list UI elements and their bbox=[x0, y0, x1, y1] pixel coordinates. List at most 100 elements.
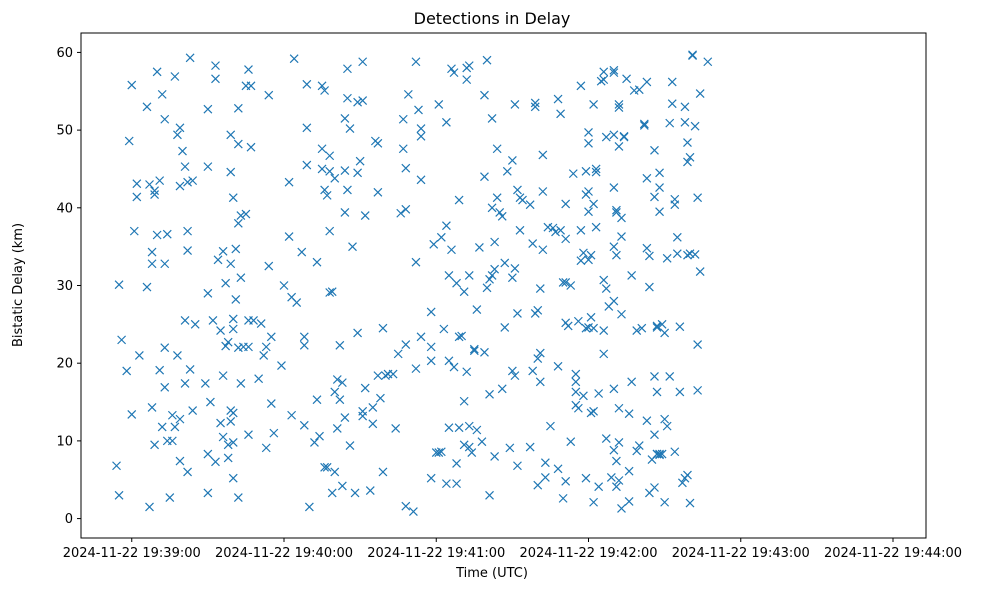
data-point bbox=[439, 324, 449, 334]
data-point bbox=[348, 242, 357, 252]
data-point bbox=[515, 225, 525, 235]
data-point bbox=[614, 142, 624, 151]
y-tick-label: 0 bbox=[65, 512, 73, 527]
data-point bbox=[480, 172, 489, 182]
data-point bbox=[518, 195, 527, 205]
data-point bbox=[330, 467, 340, 477]
data-point bbox=[652, 323, 662, 332]
data-point bbox=[226, 167, 236, 177]
data-point bbox=[180, 162, 190, 172]
data-point bbox=[576, 225, 586, 235]
data-point bbox=[624, 497, 634, 506]
data-point bbox=[650, 371, 659, 381]
data-point bbox=[401, 204, 411, 214]
data-point bbox=[611, 456, 621, 466]
data-point bbox=[609, 68, 619, 78]
data-point bbox=[211, 61, 220, 71]
data-point bbox=[353, 97, 363, 107]
data-point bbox=[175, 181, 185, 191]
data-point bbox=[228, 193, 238, 203]
data-point bbox=[416, 175, 426, 185]
chart-title: Detections in Delay bbox=[414, 9, 571, 28]
data-point bbox=[441, 221, 451, 231]
data-point bbox=[535, 348, 545, 358]
data-point bbox=[672, 249, 682, 259]
data-point bbox=[142, 282, 152, 292]
data-point bbox=[160, 382, 170, 392]
data-point bbox=[487, 270, 497, 280]
data-point bbox=[599, 275, 609, 285]
data-point bbox=[320, 86, 330, 95]
data-point bbox=[454, 332, 464, 342]
data-point bbox=[226, 417, 236, 426]
data-point bbox=[540, 458, 550, 468]
data-point bbox=[670, 447, 680, 457]
data-point bbox=[667, 99, 677, 109]
data-point bbox=[614, 100, 624, 109]
data-point bbox=[652, 321, 662, 331]
data-point bbox=[622, 74, 631, 84]
data-point bbox=[297, 247, 307, 257]
data-point bbox=[233, 218, 243, 228]
data-point bbox=[693, 340, 703, 349]
data-point bbox=[467, 448, 477, 457]
data-point bbox=[637, 323, 647, 333]
data-point bbox=[145, 502, 154, 512]
data-point bbox=[358, 411, 368, 421]
data-point bbox=[211, 74, 220, 84]
y-tick-label: 60 bbox=[56, 46, 73, 61]
data-point bbox=[690, 121, 700, 131]
data-point bbox=[579, 391, 588, 401]
data-point bbox=[167, 410, 177, 420]
data-point bbox=[601, 132, 611, 142]
data-point bbox=[642, 416, 652, 426]
data-point bbox=[459, 396, 469, 406]
data-point bbox=[320, 462, 330, 472]
data-point bbox=[462, 75, 472, 85]
data-point bbox=[264, 261, 274, 271]
data-point bbox=[322, 462, 332, 472]
data-point bbox=[203, 488, 213, 498]
data-point bbox=[398, 144, 408, 154]
data-point bbox=[553, 464, 563, 474]
data-point bbox=[601, 284, 611, 294]
data-point bbox=[134, 350, 144, 360]
data-point bbox=[426, 473, 436, 483]
data-point bbox=[325, 166, 335, 176]
data-point bbox=[150, 186, 160, 196]
data-point bbox=[441, 479, 451, 489]
data-point bbox=[525, 200, 535, 210]
data-point bbox=[211, 457, 220, 467]
data-point bbox=[447, 245, 456, 255]
data-point bbox=[147, 403, 157, 412]
data-point bbox=[644, 282, 654, 292]
y-tick-label: 30 bbox=[56, 279, 73, 294]
y-tick-label: 40 bbox=[56, 201, 73, 216]
data-point bbox=[173, 130, 182, 140]
data-point bbox=[145, 180, 154, 189]
data-point bbox=[236, 211, 246, 221]
data-point bbox=[221, 341, 231, 351]
data-point bbox=[444, 356, 454, 366]
data-point bbox=[353, 328, 363, 338]
data-point bbox=[556, 109, 566, 119]
data-point bbox=[642, 243, 652, 253]
data-point bbox=[226, 130, 236, 140]
data-point bbox=[401, 163, 411, 173]
data-point bbox=[627, 377, 637, 387]
data-point bbox=[584, 207, 593, 217]
data-point bbox=[358, 406, 368, 416]
data-point bbox=[414, 105, 423, 115]
data-point bbox=[368, 419, 378, 429]
data-point bbox=[695, 89, 705, 99]
data-point bbox=[312, 395, 322, 405]
data-point bbox=[434, 100, 444, 109]
data-point bbox=[632, 326, 642, 335]
data-point bbox=[269, 428, 279, 438]
data-point bbox=[226, 259, 236, 269]
data-point bbox=[589, 199, 599, 209]
data-point bbox=[558, 493, 568, 503]
data-point bbox=[599, 67, 609, 77]
data-point bbox=[558, 277, 568, 287]
data-point bbox=[662, 253, 672, 263]
